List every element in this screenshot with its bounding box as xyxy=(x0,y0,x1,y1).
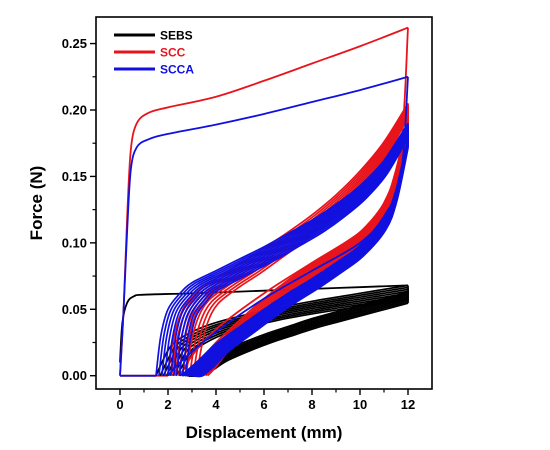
series-line xyxy=(166,128,409,376)
series-line xyxy=(172,131,409,376)
legend-label-scc: SCC xyxy=(160,46,186,60)
series-line xyxy=(181,135,409,376)
series-line xyxy=(178,134,409,376)
legend-label-sebs: SEBS xyxy=(160,29,193,43)
legend-label-scca: SCCA xyxy=(160,63,194,77)
x-tick-label: 6 xyxy=(260,397,267,412)
series-line xyxy=(163,127,409,376)
y-axis-title: Force (N) xyxy=(27,166,46,241)
x-tick-label: 0 xyxy=(116,397,123,412)
series-line xyxy=(161,125,409,376)
series-line xyxy=(175,132,409,376)
x-tick-label: 2 xyxy=(164,397,171,412)
y-tick-label: 0.15 xyxy=(62,169,87,184)
x-tick-label: 8 xyxy=(308,397,315,412)
series-line xyxy=(195,147,409,378)
plot-area xyxy=(119,26,409,378)
x-tick-label: 12 xyxy=(401,397,415,412)
y-tick-label: 0.05 xyxy=(62,302,87,317)
series-scca xyxy=(119,75,409,378)
y-tick-label: 0.00 xyxy=(62,368,87,383)
y-tick-label: 0.25 xyxy=(62,36,87,51)
x-tick-label: 4 xyxy=(212,397,220,412)
series-line xyxy=(155,284,409,377)
y-tick-label: 0.20 xyxy=(62,103,87,118)
series-line xyxy=(184,137,409,376)
series-line xyxy=(158,124,409,376)
series-layer xyxy=(119,26,409,378)
x-axis-title: Displacement (mm) xyxy=(186,423,343,442)
x-axis: 0 2 4 6 8 10 12 xyxy=(116,389,415,412)
y-tick-label: 0.10 xyxy=(62,235,87,250)
y-axis: 0.00 0.05 0.10 0.15 0.20 0.25 xyxy=(62,36,96,383)
plot-frame xyxy=(95,16,433,390)
series-line xyxy=(119,75,409,376)
series-line xyxy=(169,130,409,376)
x-tick-label: 10 xyxy=(353,397,367,412)
legend: SEBS SCC SCCA xyxy=(114,29,194,77)
series-line xyxy=(155,122,409,376)
